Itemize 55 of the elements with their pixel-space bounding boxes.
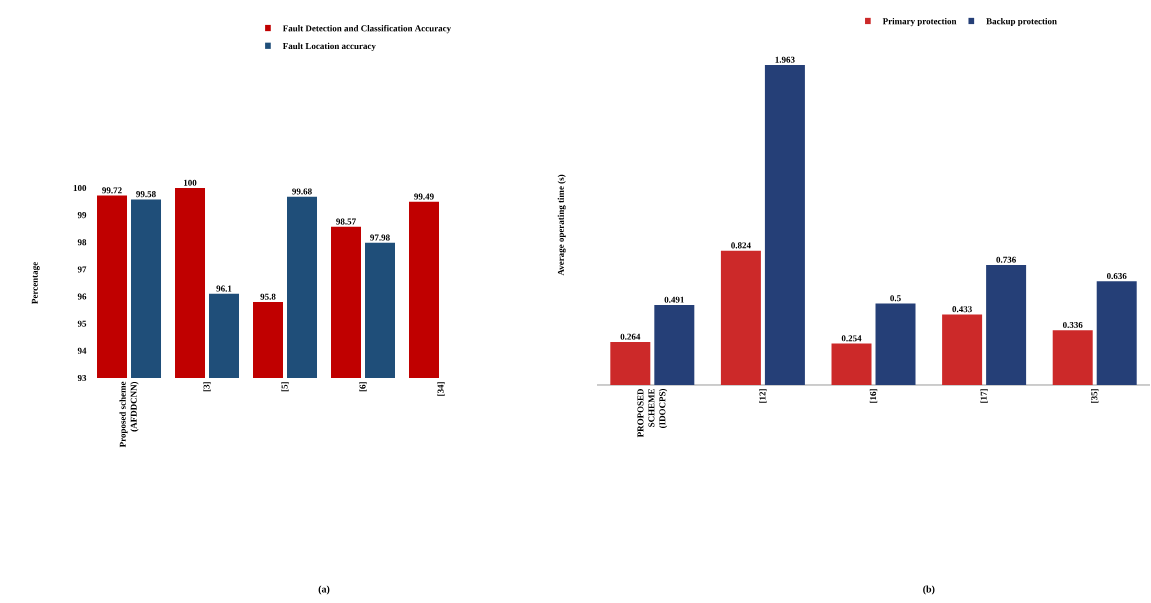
data-label: 99.68 [292, 188, 312, 195]
data-label: 97.98 [370, 234, 390, 241]
x-tick-label: [17] [980, 389, 988, 403]
legend-label: Backup protection [986, 17, 1057, 27]
y-tick-label: 98 [77, 239, 87, 246]
bar [1096, 281, 1137, 385]
bar [764, 64, 805, 385]
y-axis-title: Average operating time (s) [557, 174, 566, 276]
y-tick-label: 100 [73, 184, 87, 192]
data-label: 99.49 [414, 193, 434, 200]
data-label: 0.736 [996, 256, 1016, 263]
data-label: 0.254 [841, 335, 862, 342]
x-tick-label: [12] [759, 389, 767, 403]
data-label: 99.72 [102, 187, 122, 194]
text: (a) [318, 585, 330, 595]
x-tick-label: [5] [281, 382, 289, 392]
data-label: 0.636 [1106, 273, 1127, 280]
data-label: 0.264 [620, 333, 641, 340]
legend-label: Fault Detection and Classification Accuracy [282, 24, 452, 34]
legend-label: Primary protection [882, 17, 957, 27]
y-axis-title: Percentage [31, 262, 40, 304]
bar [610, 341, 651, 385]
x-tick-label: PROPOSED SCHEME (IDOCPS) [637, 388, 668, 438]
y-tick-label: 94 [77, 347, 87, 354]
bar [831, 343, 872, 385]
bar [986, 265, 1027, 385]
x-tick-label: [6] [359, 382, 367, 392]
y-tick-label: 93 [77, 374, 87, 382]
data-label: 0.824 [731, 242, 751, 249]
bar [875, 303, 916, 385]
bar [654, 304, 695, 385]
data-label: 96.1 [216, 285, 232, 292]
x-tick-label: [3] [203, 382, 211, 392]
data-label: 1.963 [775, 56, 795, 63]
data-label: 0.491 [664, 296, 684, 303]
data-label: 98.57 [336, 218, 356, 225]
bar [720, 250, 761, 385]
x-tick-label: [34] [437, 382, 445, 396]
x-tick-label: [35] [1091, 389, 1099, 403]
x-tick-label: Proposed scheme (AFDDCNN) [119, 381, 139, 448]
bar [1052, 330, 1093, 385]
data-label: 99.58 [136, 191, 156, 198]
data-label: 100 [184, 179, 197, 186]
bar [942, 314, 983, 385]
y-tick-label: 95 [77, 320, 87, 327]
y-tick-label: 99 [77, 212, 87, 219]
legend-label: Fault Location accuracy [282, 42, 376, 51]
y-tick-label: 97 [77, 266, 87, 273]
data-label: 95.8 [260, 293, 276, 300]
data-label: 0.5 [890, 295, 901, 302]
data-label: 0.336 [1062, 321, 1083, 329]
text: (b) [923, 585, 935, 595]
x-tick-label: [16] [869, 389, 878, 403]
data-label: 0.433 [952, 306, 972, 313]
y-tick-label: 96 [77, 293, 87, 300]
